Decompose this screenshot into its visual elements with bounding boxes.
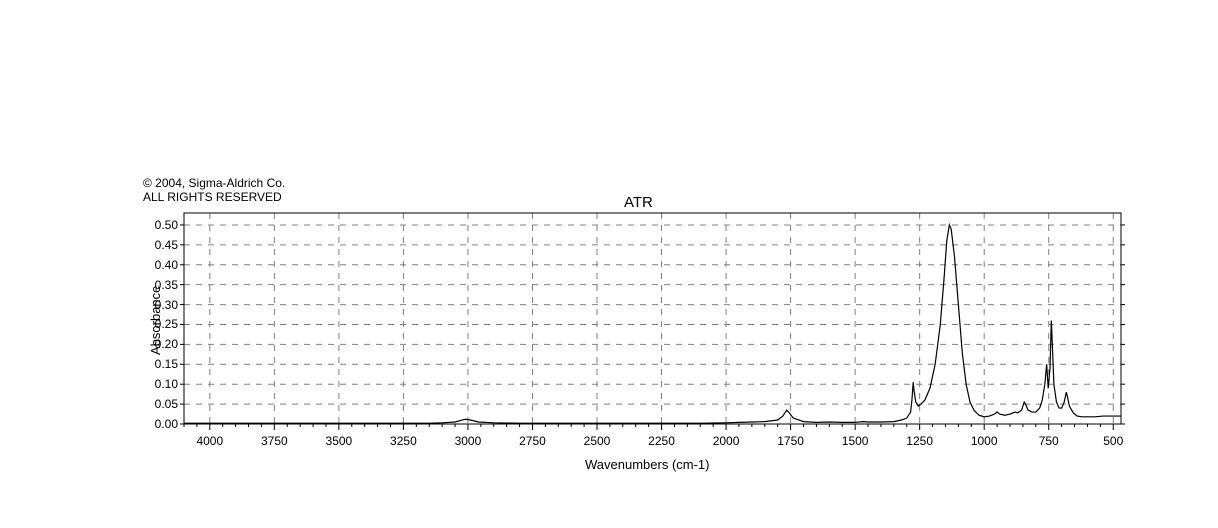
- x-tick-label: 2250: [644, 434, 680, 448]
- x-tick-label: 3250: [385, 434, 421, 448]
- y-tick-label: 0.10: [155, 377, 178, 391]
- x-tick-label: 3000: [450, 434, 486, 448]
- x-tick-label: 1750: [773, 434, 809, 448]
- x-tick-label: 750: [1031, 434, 1067, 448]
- spectrum-chart: [0, 0, 1218, 528]
- x-tick-label: 3500: [321, 434, 357, 448]
- x-tick-label: 1000: [966, 434, 1002, 448]
- x-tick-label: 2750: [514, 434, 550, 448]
- x-tick-label: 4000: [192, 434, 228, 448]
- y-tick-label: 0.35: [155, 278, 178, 292]
- y-tick-label: 0.45: [155, 238, 178, 252]
- y-tick-label: 0.25: [155, 317, 178, 331]
- y-tick-label: 0.05: [155, 397, 178, 411]
- x-tick-label: 1250: [902, 434, 938, 448]
- y-tick-label: 0.15: [155, 357, 178, 371]
- x-tick-label: 3750: [256, 434, 292, 448]
- x-tick-label: 1500: [837, 434, 873, 448]
- x-axis-label: Wavenumbers (cm-1): [585, 457, 709, 472]
- x-tick-label: 2000: [708, 434, 744, 448]
- y-tick-label: 0.40: [155, 258, 178, 272]
- y-tick-label: 0.30: [155, 298, 178, 312]
- x-tick-label: 2500: [579, 434, 615, 448]
- y-tick-label: 0.20: [155, 337, 178, 351]
- x-tick-label: 500: [1095, 434, 1131, 448]
- y-tick-label: 0.50: [155, 218, 178, 232]
- y-tick-label: 0.00: [155, 417, 178, 431]
